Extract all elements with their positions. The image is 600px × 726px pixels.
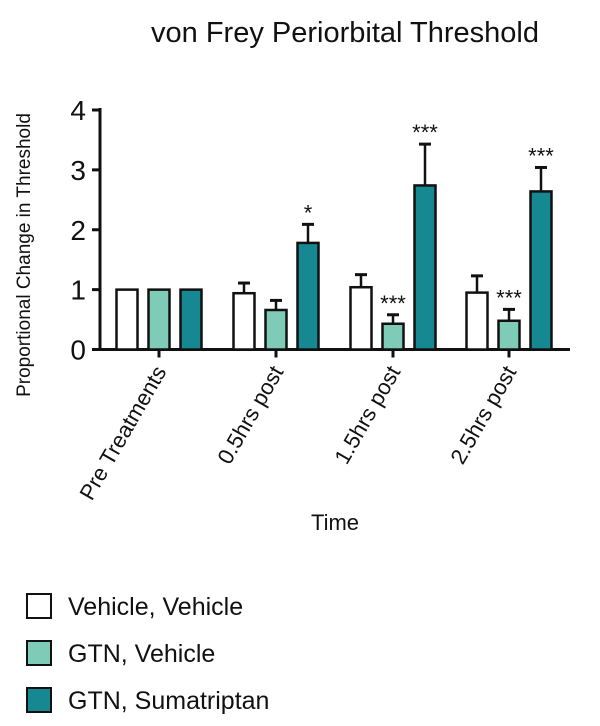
significance-label: *** bbox=[412, 120, 438, 145]
bar bbox=[232, 291, 256, 351]
bar bbox=[349, 285, 373, 351]
bar bbox=[381, 322, 405, 351]
legend-swatch bbox=[26, 640, 52, 666]
x-tick-label: Pre Treatments bbox=[74, 362, 171, 505]
bar bbox=[296, 241, 320, 351]
x-tick-label: 0.5hrs post bbox=[212, 362, 288, 469]
bar bbox=[497, 319, 521, 351]
bar bbox=[147, 288, 171, 351]
bar bbox=[264, 308, 288, 351]
legend-label: Vehicle, Vehicle bbox=[68, 593, 243, 621]
x-tick-label: 1.5hrs post bbox=[329, 362, 405, 469]
y-tick-label: 4 bbox=[70, 95, 86, 126]
legend-label: GTN, Sumatriptan bbox=[68, 687, 269, 715]
chart-title: von Frey Periorbital Threshold bbox=[151, 17, 539, 49]
bar bbox=[179, 288, 203, 351]
x-tick-label: 2.5hrs post bbox=[445, 362, 521, 469]
bar bbox=[529, 190, 553, 351]
significance-label: *** bbox=[528, 143, 554, 168]
x-axis-label: Time bbox=[311, 510, 359, 535]
y-tick-label: 3 bbox=[70, 155, 86, 186]
y-axis-label: Proportional Change in Threshold bbox=[14, 113, 35, 397]
bar bbox=[465, 291, 489, 351]
y-tick-label: 0 bbox=[70, 335, 86, 366]
y-tick-label: 2 bbox=[70, 215, 86, 246]
significance-label: *** bbox=[380, 291, 406, 316]
significance-label: *** bbox=[496, 285, 522, 310]
y-tick-label: 1 bbox=[70, 275, 86, 306]
legend-swatch bbox=[26, 687, 52, 713]
legend-label: GTN, Vehicle bbox=[68, 640, 215, 668]
bar bbox=[115, 288, 139, 351]
legend-swatch bbox=[26, 593, 52, 619]
bar bbox=[413, 184, 437, 351]
significance-label: * bbox=[304, 200, 313, 225]
